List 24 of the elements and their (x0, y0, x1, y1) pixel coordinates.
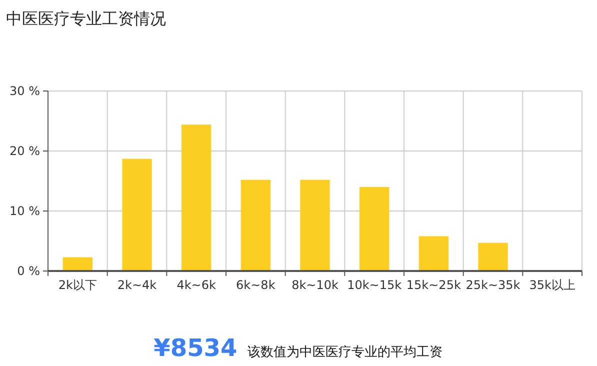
bar (360, 187, 390, 271)
text: 该数值为中医医疗专业的平均工资 (243, 344, 442, 360)
x-tick-label: 15k~25k (406, 278, 461, 292)
y-tick-label: 0 % (17, 264, 40, 278)
y-tick-label: 10 % (10, 204, 40, 218)
bar (182, 124, 212, 271)
x-tick-label: 10k~15k (347, 278, 402, 292)
bar (240, 180, 270, 271)
bar (62, 257, 92, 271)
x-tick-label: 2k~4k (117, 278, 157, 292)
x-tick-label: 2k以下 (58, 278, 97, 292)
x-tick-label: 25k~35k (466, 278, 520, 292)
y-tick-label: 20 % (10, 144, 40, 158)
bar (122, 158, 152, 271)
bar (300, 180, 330, 271)
bar (478, 242, 508, 271)
x-tick-label: 6k~8k (236, 278, 276, 292)
x-tick-label: 8k~10k (292, 278, 338, 292)
x-tick-label: 35k以上 (529, 278, 576, 292)
text: ¥8534 (154, 334, 238, 362)
x-tick-label: 4k~6k (176, 278, 216, 292)
chart-title: 中医医疗专业工资情况 (6, 9, 166, 28)
y-tick-label: 30 % (10, 84, 40, 98)
bar (418, 236, 448, 271)
